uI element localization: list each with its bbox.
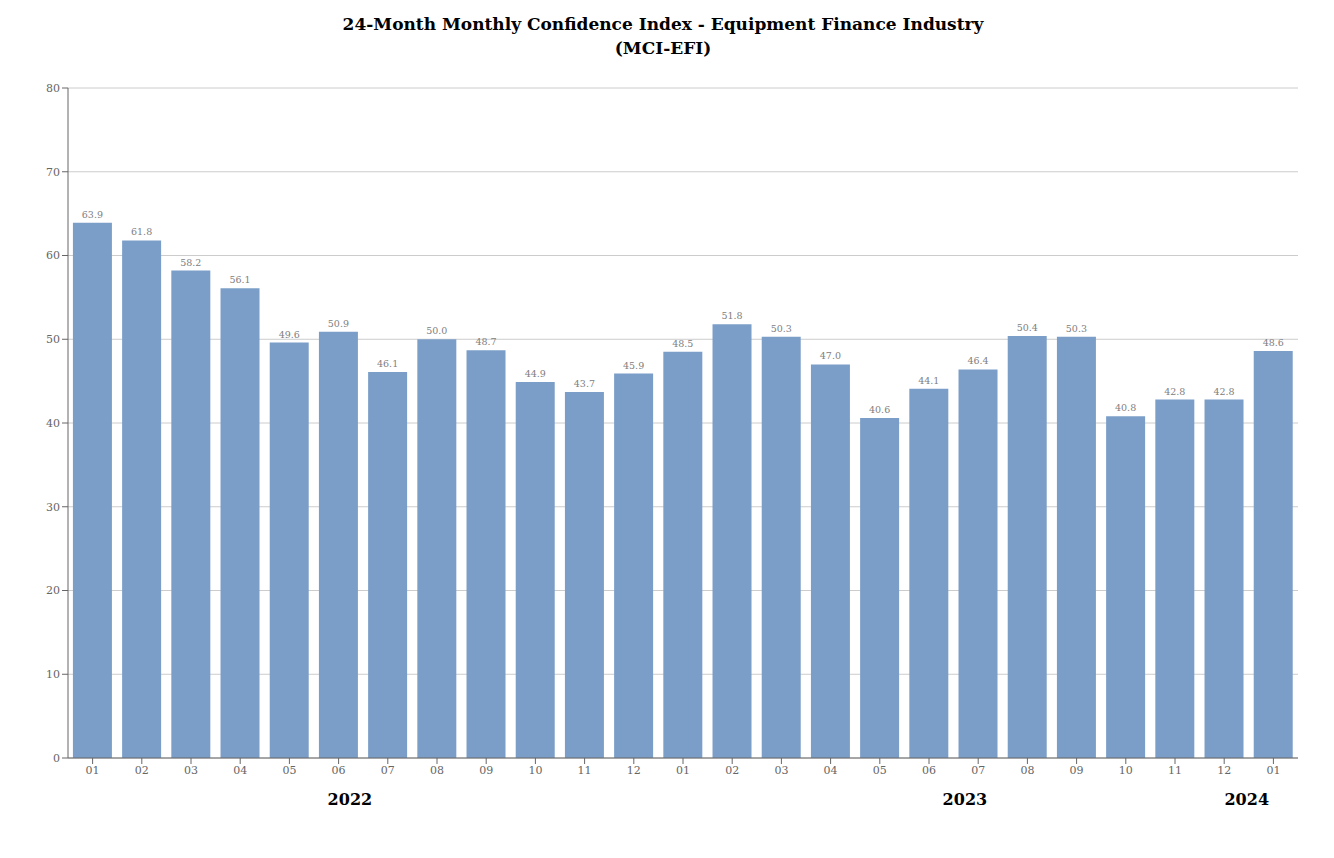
svg-text:02: 02 [725,764,739,777]
svg-text:30: 30 [46,501,60,514]
svg-text:48.7: 48.7 [475,336,496,347]
svg-text:05: 05 [873,764,887,777]
svg-text:11: 11 [578,764,592,777]
svg-text:50.4: 50.4 [1017,322,1038,333]
svg-text:40.8: 40.8 [1115,402,1136,413]
svg-text:40: 40 [46,417,60,430]
svg-text:63.9: 63.9 [82,209,103,220]
svg-text:12: 12 [627,764,641,777]
svg-text:06: 06 [332,764,346,777]
svg-text:58.2: 58.2 [180,257,201,268]
svg-text:11: 11 [1168,764,1182,777]
svg-text:01: 01 [676,764,690,777]
svg-text:2023: 2023 [943,790,988,809]
svg-text:01: 01 [86,764,100,777]
svg-text:05: 05 [282,764,296,777]
svg-text:2022: 2022 [328,790,373,809]
svg-text:20: 20 [46,584,60,597]
svg-text:0: 0 [53,752,60,765]
svg-text:07: 07 [971,764,985,777]
svg-text:44.9: 44.9 [525,368,546,379]
svg-text:09: 09 [479,764,493,777]
svg-text:56.1: 56.1 [229,274,250,285]
svg-text:42.8: 42.8 [1164,386,1185,397]
svg-text:42.8: 42.8 [1213,386,1234,397]
svg-text:80: 80 [46,82,60,95]
svg-text:46.4: 46.4 [967,355,988,366]
svg-text:43.7: 43.7 [574,378,595,389]
svg-text:2024: 2024 [1224,790,1269,809]
svg-text:47.0: 47.0 [820,350,841,361]
svg-text:02: 02 [135,764,149,777]
svg-text:48.5: 48.5 [672,338,693,349]
svg-text:50: 50 [46,333,60,346]
svg-text:50.0: 50.0 [426,325,447,336]
svg-text:10: 10 [46,668,60,681]
svg-text:04: 04 [824,764,838,777]
svg-text:12: 12 [1217,764,1231,777]
html-text:(MCI-EFI): (MCI-EFI) [614,38,712,58]
svg-text:44.1: 44.1 [918,375,939,386]
svg-text:50.3: 50.3 [1066,323,1087,334]
svg-text:10: 10 [528,764,542,777]
svg-text:70: 70 [46,166,60,179]
svg-text:48.6: 48.6 [1263,337,1284,348]
svg-text:51.8: 51.8 [721,310,742,321]
svg-text:03: 03 [774,764,788,777]
svg-text:04: 04 [233,764,247,777]
svg-text:40.6: 40.6 [869,404,890,415]
svg-text:45.9: 45.9 [623,360,644,371]
svg-text:01: 01 [1266,764,1280,777]
svg-text:09: 09 [1070,764,1084,777]
svg-text:49.6: 49.6 [279,329,300,340]
svg-text:03: 03 [184,764,198,777]
svg-text:08: 08 [430,764,444,777]
svg-text:46.1: 46.1 [377,358,398,369]
svg-text:60: 60 [46,249,60,262]
svg-text:61.8: 61.8 [131,226,152,237]
svg-text:08: 08 [1020,764,1034,777]
svg-text:06: 06 [922,764,936,777]
html-text:24-Month Monthly Confidence In: 24-Month Monthly Confidence Index - Equi… [342,14,984,34]
svg-text:50.3: 50.3 [771,323,792,334]
svg-text:50.9: 50.9 [328,318,349,329]
svg-text:10: 10 [1119,764,1133,777]
svg-text:07: 07 [381,764,395,777]
